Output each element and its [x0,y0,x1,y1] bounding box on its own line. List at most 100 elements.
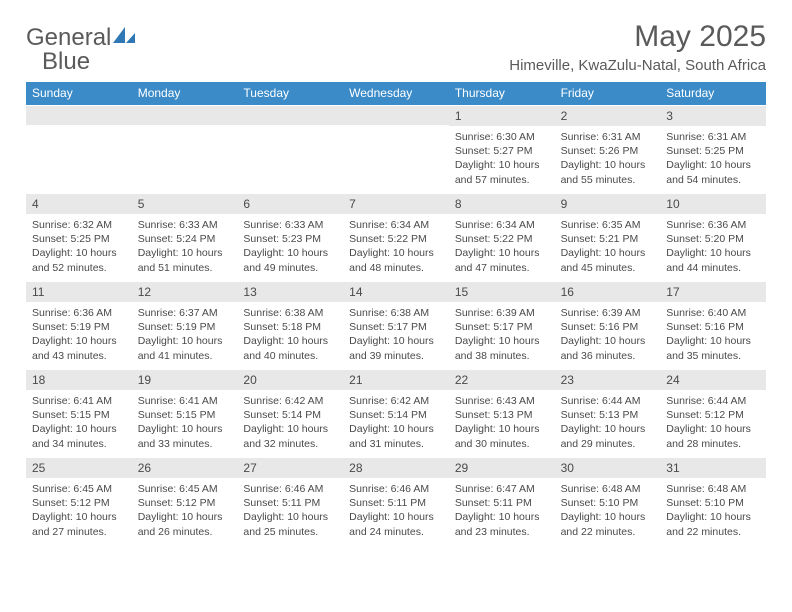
sunset-text: Sunset: 5:24 PM [138,232,232,246]
header: General Blue May 2025 Himeville, KwaZulu… [26,20,766,74]
week-row: 18Sunrise: 6:41 AMSunset: 5:15 PMDayligh… [26,369,766,457]
sunset-text: Sunset: 5:13 PM [455,408,549,422]
calendar-page: General Blue May 2025 Himeville, KwaZulu… [0,0,792,545]
daylight-text: Daylight: 10 hours and 38 minutes. [455,334,549,362]
day-body: Sunrise: 6:47 AMSunset: 5:11 PMDaylight:… [449,478,555,545]
sunrise-text: Sunrise: 6:47 AM [455,482,549,496]
sunrise-text: Sunrise: 6:34 AM [455,218,549,232]
day-number: 27 [237,457,343,478]
sunrise-text: Sunrise: 6:40 AM [666,306,760,320]
day-body: Sunrise: 6:36 AMSunset: 5:19 PMDaylight:… [26,302,132,369]
day-cell: 19Sunrise: 6:41 AMSunset: 5:15 PMDayligh… [132,369,238,457]
day-body: Sunrise: 6:43 AMSunset: 5:13 PMDaylight:… [449,390,555,457]
day-header: Tuesday [237,82,343,105]
day-body: Sunrise: 6:46 AMSunset: 5:11 PMDaylight:… [237,478,343,545]
sunset-text: Sunset: 5:22 PM [349,232,443,246]
sunset-text: Sunset: 5:16 PM [561,320,655,334]
day-number [237,105,343,125]
day-cell: 6Sunrise: 6:33 AMSunset: 5:23 PMDaylight… [237,193,343,281]
daylight-text: Daylight: 10 hours and 31 minutes. [349,422,443,450]
day-number [26,105,132,125]
day-cell: 18Sunrise: 6:41 AMSunset: 5:15 PMDayligh… [26,369,132,457]
day-body: Sunrise: 6:31 AMSunset: 5:25 PMDaylight:… [660,126,766,193]
day-cell: 27Sunrise: 6:46 AMSunset: 5:11 PMDayligh… [237,457,343,545]
sunrise-text: Sunrise: 6:32 AM [32,218,126,232]
daylight-text: Daylight: 10 hours and 41 minutes. [138,334,232,362]
day-header: Sunday [26,82,132,105]
day-number: 17 [660,281,766,302]
day-number: 2 [555,105,661,126]
daylight-text: Daylight: 10 hours and 49 minutes. [243,246,337,274]
sunrise-text: Sunrise: 6:31 AM [561,130,655,144]
sunset-text: Sunset: 5:17 PM [349,320,443,334]
daylight-text: Daylight: 10 hours and 23 minutes. [455,510,549,538]
week-row: 11Sunrise: 6:36 AMSunset: 5:19 PMDayligh… [26,281,766,369]
day-body: Sunrise: 6:45 AMSunset: 5:12 PMDaylight:… [26,478,132,545]
day-cell: 2Sunrise: 6:31 AMSunset: 5:26 PMDaylight… [555,105,661,193]
daylight-text: Daylight: 10 hours and 29 minutes. [561,422,655,450]
sunrise-text: Sunrise: 6:30 AM [455,130,549,144]
sunset-text: Sunset: 5:15 PM [32,408,126,422]
day-number: 13 [237,281,343,302]
day-cell: 11Sunrise: 6:36 AMSunset: 5:19 PMDayligh… [26,281,132,369]
sunrise-text: Sunrise: 6:31 AM [666,130,760,144]
day-number: 12 [132,281,238,302]
daylight-text: Daylight: 10 hours and 45 minutes. [561,246,655,274]
day-body: Sunrise: 6:33 AMSunset: 5:24 PMDaylight:… [132,214,238,281]
sunrise-text: Sunrise: 6:48 AM [561,482,655,496]
sunset-text: Sunset: 5:17 PM [455,320,549,334]
sunrise-text: Sunrise: 6:46 AM [349,482,443,496]
month-title: May 2025 [509,20,766,53]
day-cell: 8Sunrise: 6:34 AMSunset: 5:22 PMDaylight… [449,193,555,281]
daylight-text: Daylight: 10 hours and 22 minutes. [561,510,655,538]
daylight-text: Daylight: 10 hours and 48 minutes. [349,246,443,274]
daylight-text: Daylight: 10 hours and 28 minutes. [666,422,760,450]
day-cell: 4Sunrise: 6:32 AMSunset: 5:25 PMDaylight… [26,193,132,281]
day-number: 31 [660,457,766,478]
daylight-text: Daylight: 10 hours and 24 minutes. [349,510,443,538]
sunrise-text: Sunrise: 6:41 AM [32,394,126,408]
day-cell: 24Sunrise: 6:44 AMSunset: 5:12 PMDayligh… [660,369,766,457]
day-body: Sunrise: 6:40 AMSunset: 5:16 PMDaylight:… [660,302,766,369]
sunrise-text: Sunrise: 6:35 AM [561,218,655,232]
day-cell: 31Sunrise: 6:48 AMSunset: 5:10 PMDayligh… [660,457,766,545]
sunrise-text: Sunrise: 6:42 AM [349,394,443,408]
day-body: Sunrise: 6:44 AMSunset: 5:12 PMDaylight:… [660,390,766,457]
day-body: Sunrise: 6:48 AMSunset: 5:10 PMDaylight:… [660,478,766,545]
daylight-text: Daylight: 10 hours and 44 minutes. [666,246,760,274]
sunset-text: Sunset: 5:14 PM [243,408,337,422]
day-body: Sunrise: 6:32 AMSunset: 5:25 PMDaylight:… [26,214,132,281]
day-body: Sunrise: 6:42 AMSunset: 5:14 PMDaylight:… [343,390,449,457]
day-cell: 9Sunrise: 6:35 AMSunset: 5:21 PMDaylight… [555,193,661,281]
daylight-text: Daylight: 10 hours and 30 minutes. [455,422,549,450]
daylight-text: Daylight: 10 hours and 26 minutes. [138,510,232,538]
day-body: Sunrise: 6:31 AMSunset: 5:26 PMDaylight:… [555,126,661,193]
daylight-text: Daylight: 10 hours and 54 minutes. [666,158,760,186]
daylight-text: Daylight: 10 hours and 43 minutes. [32,334,126,362]
day-cell: 7Sunrise: 6:34 AMSunset: 5:22 PMDaylight… [343,193,449,281]
day-body: Sunrise: 6:41 AMSunset: 5:15 PMDaylight:… [26,390,132,457]
day-number: 9 [555,193,661,214]
day-body: Sunrise: 6:34 AMSunset: 5:22 PMDaylight:… [449,214,555,281]
day-cell: 13Sunrise: 6:38 AMSunset: 5:18 PMDayligh… [237,281,343,369]
sunset-text: Sunset: 5:19 PM [32,320,126,334]
day-body: Sunrise: 6:36 AMSunset: 5:20 PMDaylight:… [660,214,766,281]
day-number: 23 [555,369,661,390]
day-header: Saturday [660,82,766,105]
daylight-text: Daylight: 10 hours and 36 minutes. [561,334,655,362]
title-block: May 2025 Himeville, KwaZulu-Natal, South… [509,20,766,74]
day-body: Sunrise: 6:33 AMSunset: 5:23 PMDaylight:… [237,214,343,281]
sunrise-text: Sunrise: 6:45 AM [138,482,232,496]
sunrise-text: Sunrise: 6:36 AM [666,218,760,232]
day-cell: 3Sunrise: 6:31 AMSunset: 5:25 PMDaylight… [660,105,766,193]
day-number: 25 [26,457,132,478]
day-cell [26,105,132,193]
sunrise-text: Sunrise: 6:38 AM [349,306,443,320]
sunset-text: Sunset: 5:25 PM [32,232,126,246]
day-number [132,105,238,125]
day-number: 26 [132,457,238,478]
day-body: Sunrise: 6:42 AMSunset: 5:14 PMDaylight:… [237,390,343,457]
day-cell: 14Sunrise: 6:38 AMSunset: 5:17 PMDayligh… [343,281,449,369]
sunset-text: Sunset: 5:22 PM [455,232,549,246]
sunrise-text: Sunrise: 6:44 AM [666,394,760,408]
